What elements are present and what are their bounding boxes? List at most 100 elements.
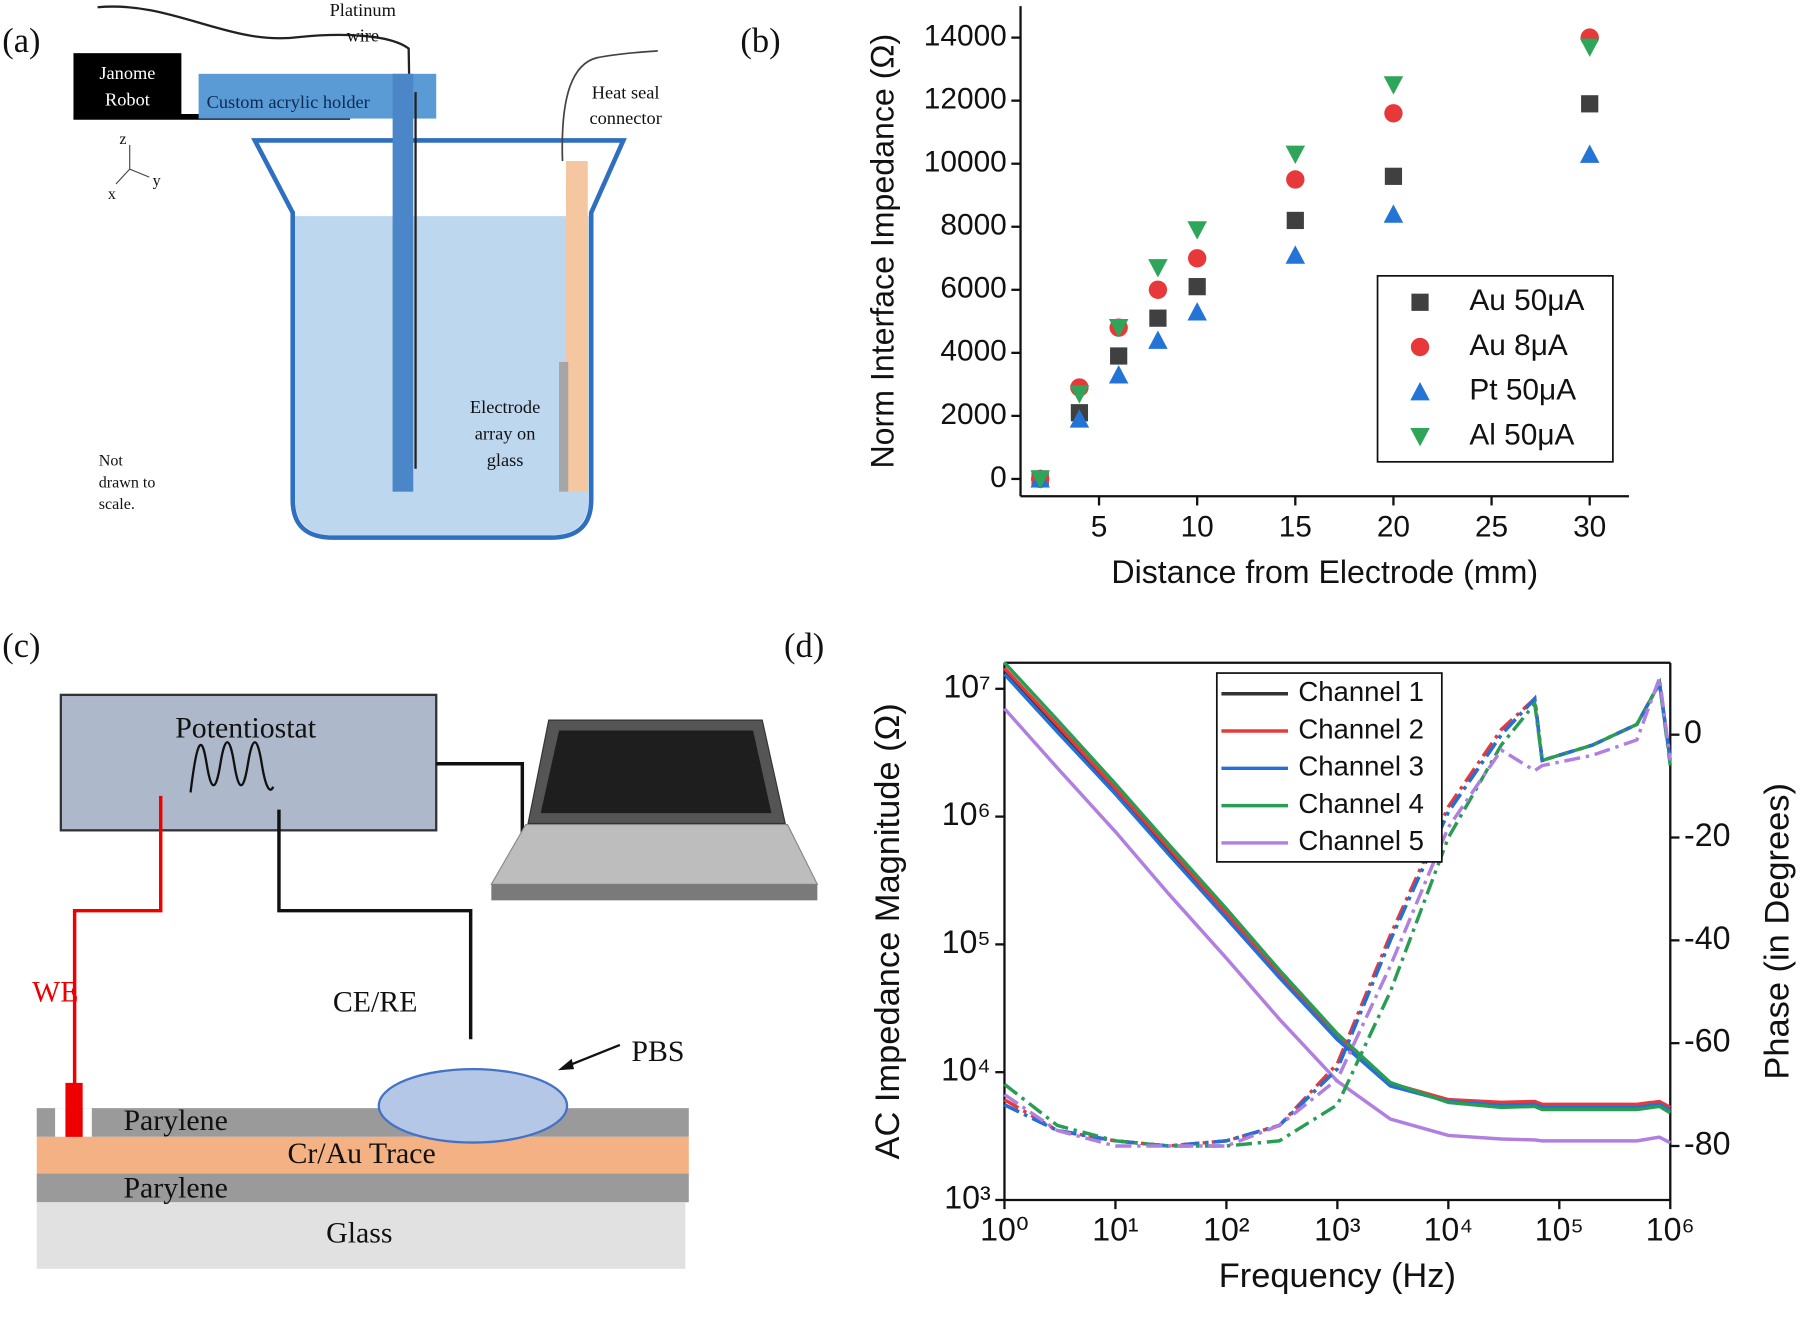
chart: 5 10 15 20 25 30 0 2000 4000 6000 8000 10000 12000 14… <box>865 6 1629 590</box>
marker <box>1285 145 1306 165</box>
label: Custom acrylic holder <box>207 92 370 112</box>
axis-y <box>129 168 150 178</box>
note: Not <box>99 453 124 470</box>
label: Glass <box>326 1216 392 1249</box>
legend-label: Al 50μA <box>1469 418 1574 451</box>
laptop-screen <box>540 730 772 814</box>
marker <box>1286 211 1304 230</box>
x-tick-label: 10⁶ <box>1646 1212 1695 1248</box>
marker <box>1286 170 1305 189</box>
legend-marker <box>1411 293 1429 311</box>
label: Platinum <box>330 0 396 20</box>
axis-label: y <box>153 172 161 189</box>
x-axis-label: Distance from Electrode (mm) <box>1111 554 1538 590</box>
marker <box>1148 259 1168 278</box>
y2-axis-label: Phase (in Degrees) <box>1758 783 1796 1080</box>
marker <box>1148 280 1168 299</box>
label: array on <box>475 424 536 444</box>
platinum-wire <box>97 5 417 469</box>
magnitude-line <box>1003 707 1672 1145</box>
panel-label: (b) <box>740 22 780 60</box>
label: Janome <box>99 63 155 83</box>
electrode-glass <box>559 361 569 492</box>
x-tick-label: 10⁴ <box>1424 1212 1474 1248</box>
diagram-a: Platinum wire Janome Robot Custom acryli… <box>73 0 662 540</box>
label: Cr/Au Trace <box>287 1137 435 1170</box>
marker <box>1188 278 1206 296</box>
y-tick-label: 12000 <box>924 83 1007 116</box>
x-tick-label: 20 <box>1377 510 1410 543</box>
y-axis-label: AC Impedance Magnitude (Ω) <box>869 703 907 1159</box>
y2-tick-label: -40 <box>1684 920 1730 956</box>
legend-label: Channel 2 <box>1298 713 1424 744</box>
y-tick-label: 10⁵ <box>942 924 991 960</box>
marker <box>1581 95 1599 113</box>
label: connector <box>589 108 661 128</box>
y-tick-label: 4000 <box>940 335 1006 368</box>
laptop-edge <box>491 884 818 901</box>
marker <box>1187 302 1207 321</box>
axis-label: z <box>119 131 126 148</box>
label: Robot <box>105 90 150 110</box>
y-tick-label: 10000 <box>924 146 1007 179</box>
x-tick-label: 15 <box>1279 510 1312 543</box>
legend-marker <box>1410 382 1430 401</box>
marker <box>1383 76 1404 95</box>
label: wire <box>346 25 379 45</box>
y-axis-label: Norm Interface Impedance (Ω) <box>865 34 901 469</box>
marker <box>1383 204 1404 223</box>
y-tick-label: 10⁷ <box>943 668 990 704</box>
x-axis-label: Frequency (Hz) <box>1219 1257 1456 1295</box>
label: Heat seal <box>592 83 660 103</box>
marker <box>1108 319 1129 338</box>
marker <box>1579 38 1600 57</box>
marker <box>1069 409 1090 428</box>
phase-line <box>1003 677 1672 1148</box>
axis-label: x <box>108 186 116 203</box>
layer-glass <box>36 1202 686 1269</box>
x-tick-label: 10⁰ <box>980 1212 1029 1248</box>
connector-wire <box>561 50 658 162</box>
solution <box>295 216 589 536</box>
y-tick-label: 10⁶ <box>942 796 991 832</box>
marker <box>1384 104 1403 123</box>
panel-label: (c) <box>2 627 40 665</box>
x-tick-label: 10³ <box>1314 1212 1361 1248</box>
y-tick-label: 14000 <box>924 19 1007 52</box>
marker <box>1187 221 1207 240</box>
marker <box>1285 245 1306 264</box>
legend-label: Channel 4 <box>1298 788 1424 819</box>
marker <box>1069 385 1090 404</box>
marker <box>1110 347 1128 365</box>
robot <box>73 53 182 119</box>
marker <box>1030 470 1050 489</box>
arrow-head <box>557 1058 574 1071</box>
label: CE/RE <box>333 986 418 1019</box>
sine-icon <box>189 741 275 793</box>
x-tick-label: 10⁵ <box>1535 1212 1584 1248</box>
x-tick-label: 25 <box>1475 510 1508 543</box>
y2-tick-label: -60 <box>1684 1023 1730 1059</box>
label: Parylene <box>123 1172 227 1205</box>
marker <box>1149 309 1167 327</box>
legend-marker <box>1410 427 1430 447</box>
marker <box>1108 365 1129 384</box>
layer-trace <box>36 1136 689 1174</box>
x-tick-label: 5 <box>1091 510 1108 543</box>
diagram-c: Potentiostat WE CE/RE PBS Parylene Cr/Au… <box>32 693 819 1269</box>
legend-label: Au 8μA <box>1469 329 1568 362</box>
x-tick-label: 10¹ <box>1092 1212 1138 1248</box>
chart: 10⁰ 10¹ 10² 10³ 10⁴ 10⁵ 10⁶ 10³ 10⁴ 10⁵ 10⁶ 10⁷ -80 -… <box>869 661 1796 1295</box>
marker <box>1384 167 1403 185</box>
y2-tick-label: -20 <box>1684 817 1730 853</box>
legend-marker <box>1410 337 1430 357</box>
opening <box>55 1108 66 1137</box>
marker <box>1187 249 1207 268</box>
laptop-wire <box>436 762 525 845</box>
we-wire <box>72 795 163 1086</box>
ce-wire <box>277 809 473 1040</box>
panel-label: (a) <box>2 22 40 60</box>
panel-label: (d) <box>784 627 824 665</box>
